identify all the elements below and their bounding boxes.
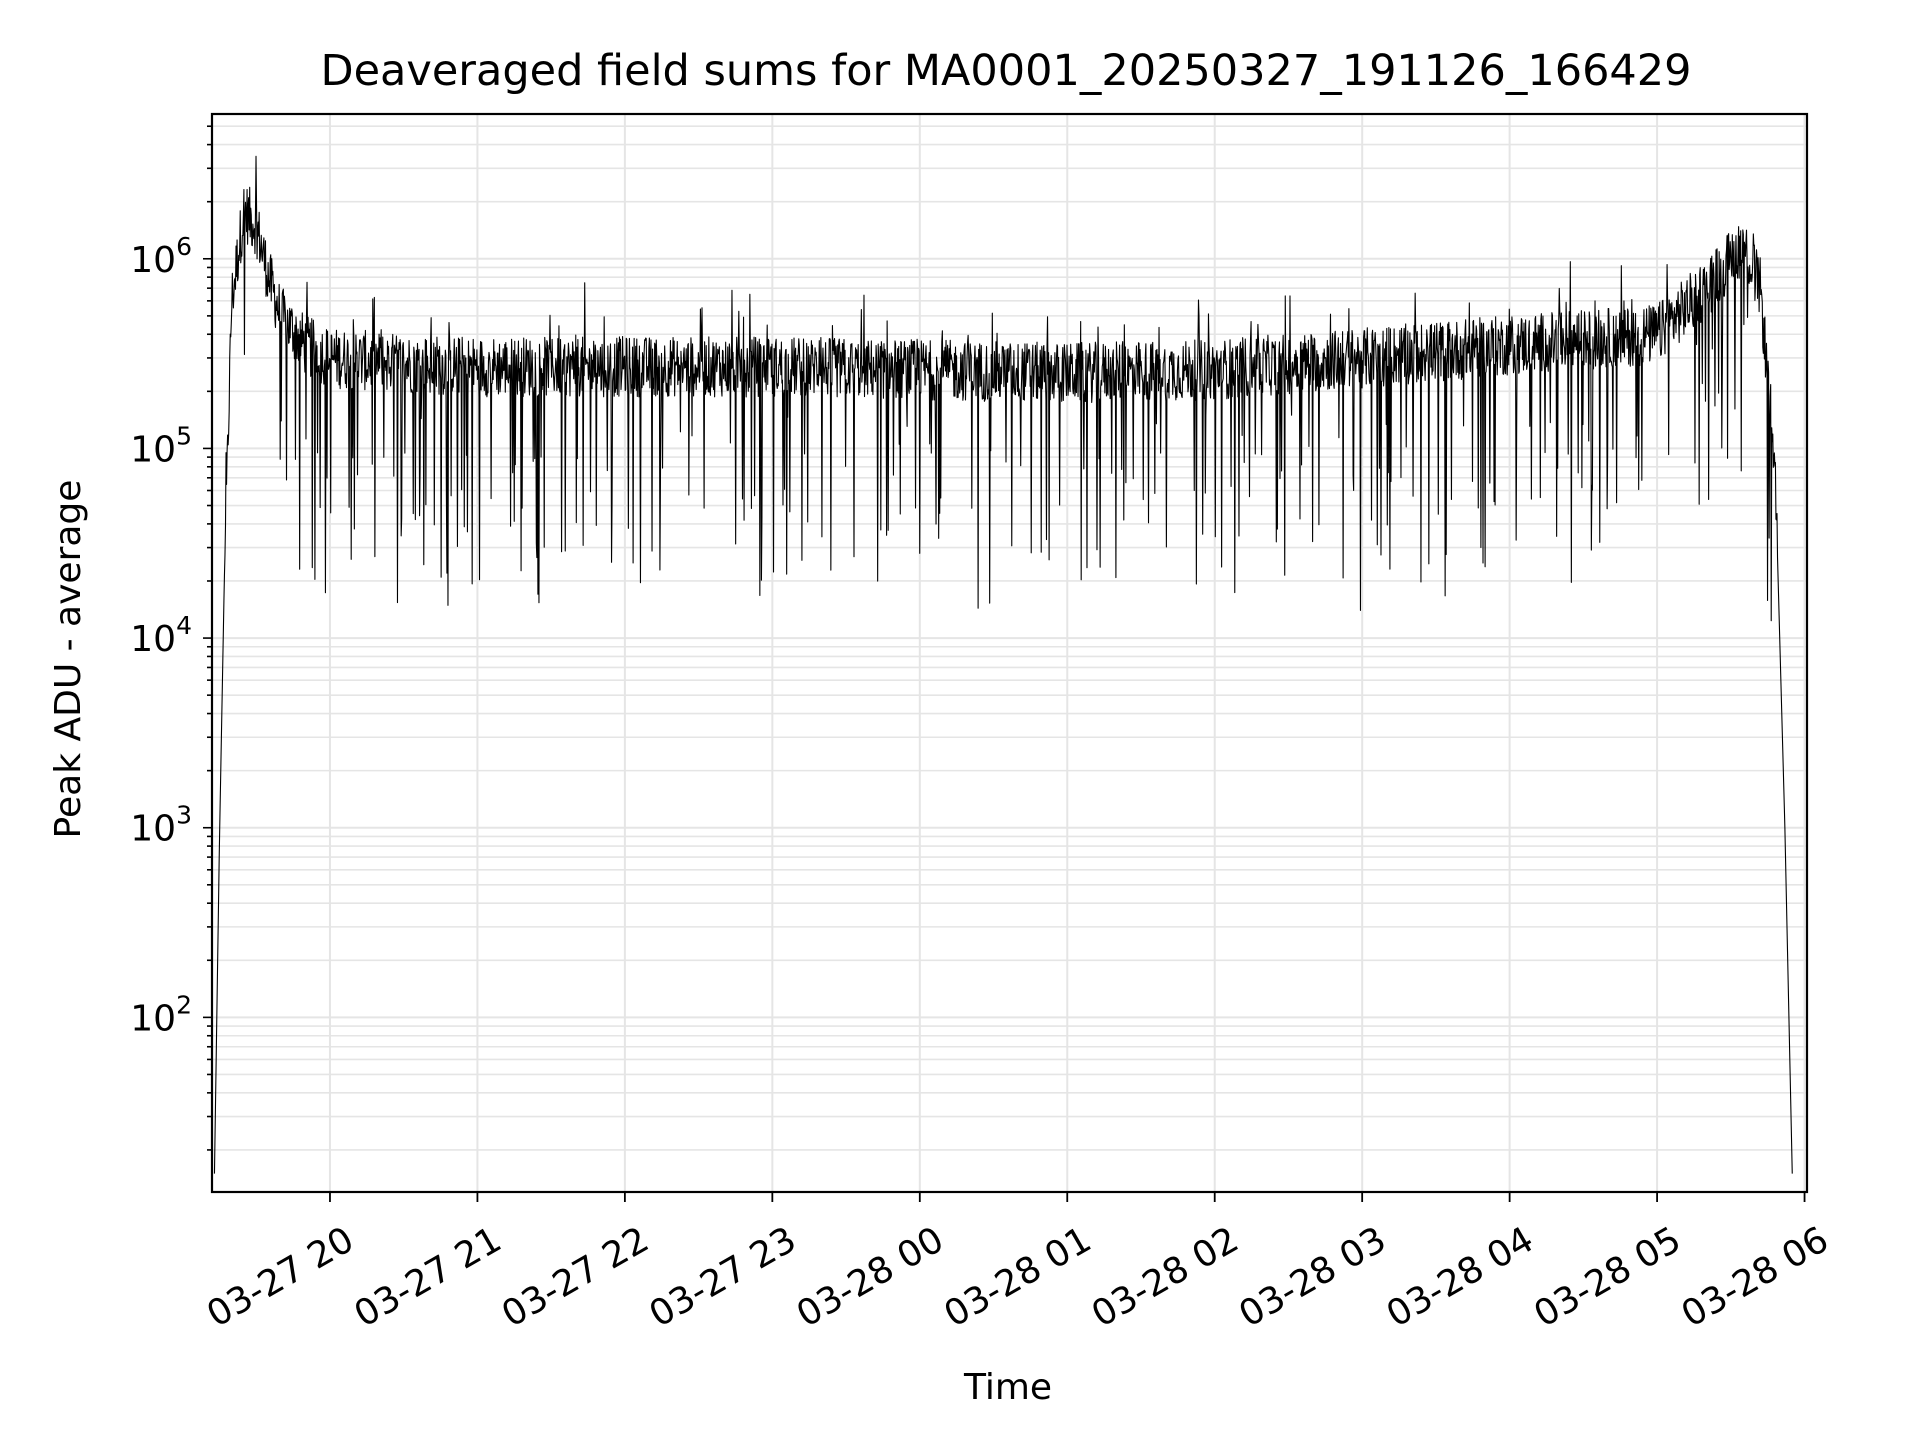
x-axis-label: Time — [963, 1367, 1052, 1408]
y-tick-label: 103 — [130, 801, 192, 850]
y-tick-exponent: 6 — [176, 232, 192, 261]
y-tick-exponent: 4 — [176, 611, 192, 640]
y-tick-exponent: 3 — [176, 801, 192, 830]
x-tick-label: 03-28 04 — [1380, 1219, 1541, 1335]
y-tick-base: 10 — [130, 240, 176, 281]
series-line — [213, 155, 1793, 1174]
y-tick-label: 102 — [130, 990, 192, 1039]
y-tick-base: 10 — [130, 619, 176, 660]
x-tick-label: 03-27 23 — [643, 1219, 804, 1335]
y-tick-base: 10 — [130, 809, 176, 850]
x-tick-label: 03-28 00 — [790, 1219, 951, 1335]
y-tick-exponent: 2 — [176, 990, 192, 1019]
plot-area-frame — [210, 112, 1809, 1194]
x-tick-label: 03-28 01 — [937, 1219, 1098, 1335]
y-tick-label: 106 — [130, 232, 192, 281]
y-axis-label: Peak ADU - average — [48, 480, 89, 839]
x-tick-label: 03-27 22 — [495, 1219, 656, 1335]
y-tick-base: 10 — [130, 429, 176, 470]
x-tick-label: 03-28 06 — [1675, 1219, 1836, 1335]
chart-title: Deaveraged field sums for MA0001_2025032… — [320, 46, 1691, 96]
series-layer — [213, 155, 1793, 1174]
x-tick-label: 03-27 21 — [348, 1219, 509, 1335]
grid — [212, 114, 1807, 1192]
x-tick-label: 03-27 20 — [200, 1219, 361, 1335]
y-tick-exponent: 5 — [176, 421, 192, 450]
x-tick-label: 03-28 05 — [1527, 1219, 1688, 1335]
y-tick-label: 105 — [130, 421, 192, 470]
y-tick-label: 104 — [130, 611, 192, 660]
x-tick-label: 03-28 02 — [1085, 1219, 1246, 1335]
x-tick-label: 03-28 03 — [1232, 1219, 1393, 1335]
y-tick-base: 10 — [130, 998, 176, 1039]
